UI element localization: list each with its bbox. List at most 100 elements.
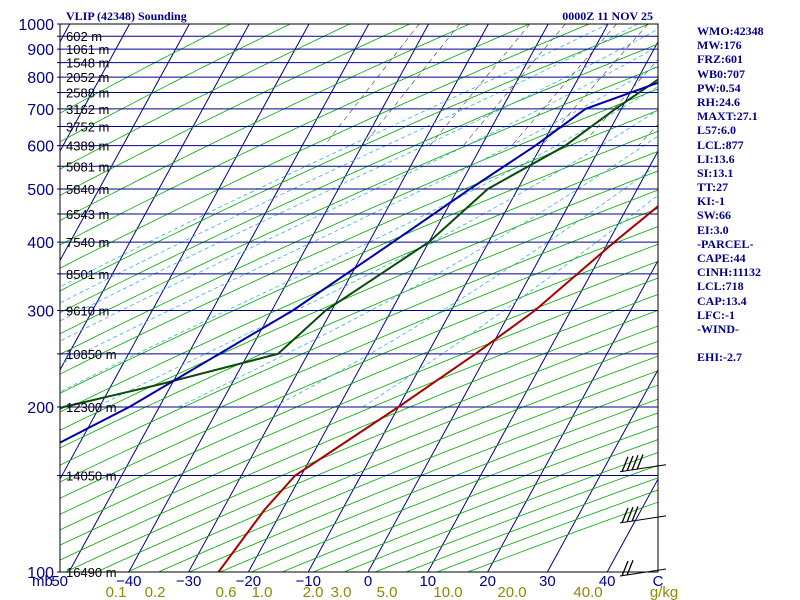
sounding-indices-panel: WMO:42348 MW:176 FRZ:601 WB0:707 PW:0.54 RH:2…: [697, 24, 800, 365]
dry-adiabat: [60, 24, 351, 170]
height-label: 3162 m: [66, 102, 109, 117]
parcel-profile: [60, 81, 658, 444]
height-label: 3752 m: [66, 120, 109, 135]
dry-adiabat: [60, 24, 471, 222]
temperature-tick-label: −30: [176, 573, 201, 590]
temperature-profile: [217, 205, 658, 572]
wind-barbs: [619, 454, 667, 577]
wind-barb: [619, 506, 667, 524]
height-label: 602 m: [66, 29, 102, 44]
dry-adiabat: [60, 130, 658, 394]
index-item: -WIND-: [697, 321, 739, 336]
index-item: PW:0.54: [697, 80, 741, 95]
mixing-ratio-label: 0.2: [145, 584, 166, 600]
chart-title: VLIP (42348) Sounding: [66, 9, 187, 23]
index-item: WMO:42348: [697, 24, 764, 38]
height-label: 4389 m: [66, 139, 109, 154]
height-label: 9610 m: [66, 304, 109, 319]
temperature-tick-label: 40: [599, 573, 616, 590]
dry-adiabat: [60, 243, 658, 499]
index-item: LFC:-1: [697, 307, 735, 322]
index-item: LI:13.6: [697, 151, 735, 166]
moist-adiabat: [362, 194, 658, 408]
isotherm-line: [606, 478, 658, 572]
height-label: 2588 m: [66, 85, 109, 100]
temperature-tick-label: 10: [419, 573, 436, 590]
dry-adiabat: [60, 24, 591, 269]
wind-barb: [619, 454, 667, 473]
dry-adiabat: [64, 325, 658, 572]
index-item: WB0:707: [697, 66, 745, 81]
dry-adiabat: [60, 293, 658, 546]
temperature-tick-label: 20: [479, 573, 496, 590]
index-item: EHI:-2.7: [697, 350, 742, 365]
index-item: FRZ:601: [697, 52, 743, 67]
height-label: 14050 m: [66, 469, 117, 484]
moist-adiabat: [60, 28, 658, 322]
dry-adiabat: [60, 24, 411, 196]
index-item: RH:24.6: [697, 94, 740, 109]
sounding-profiles: [60, 78, 658, 572]
pressure-tick-label: 900: [27, 42, 54, 59]
index-item: MW:176: [697, 38, 742, 53]
index-item: KI:-1: [697, 194, 725, 209]
dry-adiabat: [60, 109, 658, 375]
dry-adiabat: [60, 277, 658, 531]
mixing-ratio-label: 0.6: [216, 584, 237, 600]
mixing-ratio-label: 2.0: [303, 584, 324, 600]
dry-adiabat: [60, 24, 531, 246]
height-label: 1548 m: [66, 56, 109, 71]
temperature-tick-label: −40: [116, 573, 141, 590]
dry-adiabat: [60, 309, 658, 561]
index-item: CINH:11132: [697, 265, 762, 280]
dry-adiabat: [60, 88, 658, 355]
dry-adiabat: [60, 150, 658, 413]
height-label: 6543 m: [66, 207, 109, 222]
mixing-ratio-label: 20.0: [497, 584, 526, 600]
index-item: SI:13.1: [697, 165, 734, 180]
pressure-tick-label: 1000: [18, 17, 54, 34]
index-item: CAPE:44: [697, 251, 746, 265]
height-label: 2052 m: [66, 70, 109, 85]
temperature-unit-label: C: [653, 573, 664, 590]
pressure-unit-label: mb: [32, 573, 53, 590]
isotherm-line: [546, 368, 658, 572]
temperature-tick-label: 30: [539, 573, 556, 590]
moist-adiabat: [95, 109, 658, 408]
height-label: 5081 m: [66, 159, 109, 174]
chart-time-label: 0000Z 11 NOV 25: [562, 9, 653, 23]
temperature-tick-label: −10: [295, 573, 320, 590]
height-label: 7540 m: [66, 235, 109, 250]
isotherm-line: [247, 24, 549, 572]
mixing-ratio-line: [511, 24, 617, 146]
dry-adiabat: [60, 24, 232, 114]
dry-adiabat: [60, 43, 658, 314]
height-label: 5840 m: [66, 182, 109, 197]
dry-adiabats: [60, 24, 658, 572]
isotherm-line: [427, 150, 658, 572]
dry-adiabat: [126, 355, 658, 572]
mixing-ratio-line: [581, 59, 658, 146]
isotherm-line: [60, 24, 310, 481]
dry-adiabat: [60, 66, 658, 335]
isotherm-line: [0, 24, 10, 572]
mixing-ratio-unit-label: g/kg: [650, 584, 678, 600]
isotherm-line: [487, 259, 658, 572]
isotherms: [0, 24, 658, 572]
height-label: 16490 m: [66, 565, 117, 580]
index-item: LCL:718: [697, 279, 744, 294]
height-label: 12300 m: [66, 400, 117, 415]
dry-adiabat: [60, 24, 650, 292]
isotherm-line: [60, 24, 190, 262]
mixing-ratio-line: [362, 24, 460, 146]
isotherm-line: [188, 24, 489, 572]
mixing-ratio-line: [541, 24, 649, 146]
dewpoint-profile: [60, 78, 658, 410]
mixing-ratio-label: 10.0: [433, 584, 462, 600]
dry-adiabat: [60, 260, 658, 515]
index-item: CAP:13.4: [697, 293, 747, 308]
dry-adiabat: [60, 189, 658, 449]
isotherm-line: [367, 40, 658, 572]
